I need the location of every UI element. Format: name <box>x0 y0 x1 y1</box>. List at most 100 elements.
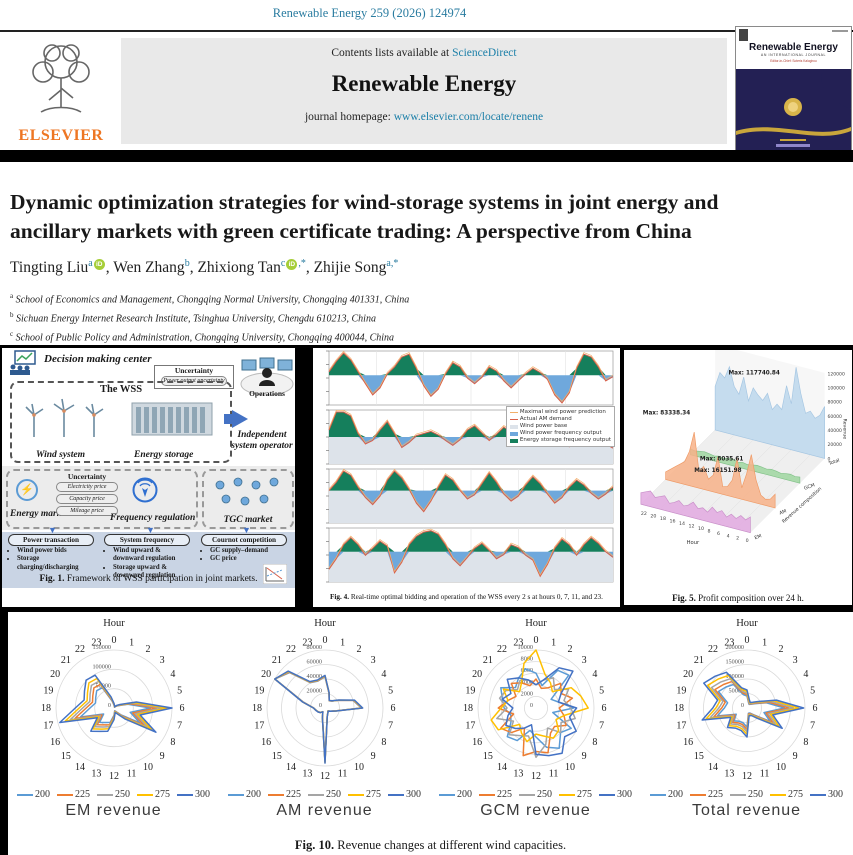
svg-text:40000: 40000 <box>827 428 842 434</box>
legend-line-swatch <box>770 793 786 796</box>
price-uncertainty-list: Uncertainty Electricity price Capacity p… <box>50 472 124 518</box>
svg-text:23: 23 <box>724 637 734 648</box>
svg-text:12: 12 <box>531 771 541 782</box>
svg-text:18: 18 <box>674 703 684 714</box>
svg-text:3: 3 <box>793 655 798 666</box>
divider-bar <box>0 150 853 162</box>
journal-reference: Renewable Energy 259 (2026) 124974 <box>272 6 467 20</box>
svg-text:4: 4 <box>727 533 730 539</box>
author: Zhijie SongaiD,* <box>313 258 399 277</box>
svg-text:12: 12 <box>688 523 694 529</box>
capacity-legend-item: 275 <box>348 789 381 800</box>
svg-text:100000: 100000 <box>827 386 844 392</box>
svg-text:15: 15 <box>483 751 493 762</box>
legend-line-swatch <box>519 793 535 796</box>
capacity-legend-item: 275 <box>559 789 592 800</box>
homepage-line: journal homepage: www.elsevier.com/locat… <box>304 111 544 123</box>
svg-text:18: 18 <box>252 703 262 714</box>
orcid-icon[interactable]: iD <box>286 259 298 270</box>
capacity-legend-item: 225 <box>479 789 512 800</box>
svg-text:0: 0 <box>319 702 322 709</box>
energy-storage-label: Energy storage <box>134 450 194 460</box>
capacity-legend: 200 225 250 275 300 <box>8 789 219 800</box>
affiliation: c School of Public Policy and Administra… <box>10 329 395 344</box>
elsevier-logo: ELSEVIER <box>6 38 116 146</box>
svg-text:14: 14 <box>286 762 296 773</box>
cover-editor: Editor-in-Chief: Soteris Kalogirou <box>770 59 817 63</box>
svg-text:7: 7 <box>388 721 393 732</box>
capacity-legend-item: 200 <box>439 789 472 800</box>
journal-cover-thumbnail: Renewable Energy AN INTERNATIONAL JOURNA… <box>735 26 852 156</box>
svg-text:4: 4 <box>170 669 175 680</box>
legend-line-swatch <box>559 793 575 796</box>
svg-text:3: 3 <box>371 655 376 666</box>
svg-text:17: 17 <box>465 721 475 732</box>
figure-10: 0 1 2 3 4 5 6 7 8 9 10 11 12 13 14 15 16 17 18 19 20 21 22 23 Ho… <box>8 612 853 855</box>
svg-text:4: 4 <box>803 669 808 680</box>
capacity-legend-item: 200 <box>650 789 683 800</box>
svg-text:150000: 150000 <box>92 644 111 651</box>
svg-text:10: 10 <box>776 762 786 773</box>
total-revenue-polar: 0 1234567891011121314151617181920212223Ho… <box>674 618 818 782</box>
svg-text:0: 0 <box>746 538 749 544</box>
svg-text:5: 5 <box>599 685 604 696</box>
tgc-molecules-icon <box>215 477 279 506</box>
svg-text:10: 10 <box>143 762 153 773</box>
svg-text:2: 2 <box>568 644 573 655</box>
top-strip: Renewable Energy 259 (2026) 124974 <box>0 0 853 30</box>
wind-turbines-icon <box>25 398 104 437</box>
svg-text:16: 16 <box>669 518 675 524</box>
svg-text:120000: 120000 <box>827 371 844 377</box>
outcomes-band: ▼ ▼ ▼ Power transaction Wind power bids … <box>2 525 295 588</box>
cover-title: Renewable Energy <box>749 42 838 53</box>
svg-text:17: 17 <box>43 721 53 732</box>
homepage-link[interactable]: www.elsevier.com/locate/renene <box>393 111 544 123</box>
svg-text:19: 19 <box>465 685 475 696</box>
sciencedirect-link[interactable]: ScienceDirect <box>452 47 517 59</box>
svg-text:14: 14 <box>75 762 85 773</box>
svg-text:14: 14 <box>497 762 507 773</box>
fig4-legend-item: Energy storage frequency output <box>509 437 611 444</box>
power-transaction-box: Power transaction Wind power bids Storag… <box>5 534 97 586</box>
svg-text:23: 23 <box>302 637 312 648</box>
cover-logo <box>739 29 748 41</box>
svg-text:8: 8 <box>381 737 386 748</box>
svg-text:10: 10 <box>698 526 704 532</box>
svg-text:2: 2 <box>357 644 362 655</box>
capacity-legend-item: 200 <box>228 789 261 800</box>
flow-arrow <box>224 414 234 424</box>
svg-text:17: 17 <box>254 721 264 732</box>
svg-text:13: 13 <box>724 769 734 780</box>
capacity-legend: 200 225 250 275 300 <box>219 789 430 800</box>
orcid-icon[interactable]: iD <box>93 259 105 270</box>
gcm-revenue-chart: 0 1 2 3 4 5 6 7 8 9 10 11 12 13 14 15 16 17 18 19 20 21 22 23 Ho… <box>430 616 641 820</box>
energy-market-icon: ⚡ <box>16 479 38 501</box>
svg-text:20000: 20000 <box>827 442 842 448</box>
svg-text:8: 8 <box>803 737 808 748</box>
svg-text:18: 18 <box>41 703 51 714</box>
figure-1-caption: Fig. 1. Framework of WSS participation i… <box>39 574 258 584</box>
svg-text:0: 0 <box>530 702 533 709</box>
legend-line-swatch <box>97 793 113 796</box>
svg-text:14: 14 <box>679 521 685 527</box>
legend-line-swatch <box>730 793 746 796</box>
article-title: Dynamic optimization strategies for wind… <box>10 190 719 243</box>
capacity-legend-item: 225 <box>690 789 723 800</box>
fig4-legend-item: Wind power frequency output <box>509 430 611 437</box>
markets-band: ⚡ Energy market Uncertainty Electricity … <box>2 466 295 530</box>
svg-text:40000: 40000 <box>307 673 322 680</box>
svg-text:21: 21 <box>694 655 704 666</box>
svg-text:Hour: Hour <box>314 618 336 629</box>
figure-5: 22 20 18 16 14 12 10 8 6 4 2 0 Hour 0 20000 40000 60000 8… <box>624 344 852 605</box>
legend-line-swatch <box>228 793 244 796</box>
svg-text:7: 7 <box>810 721 815 732</box>
svg-text:22: 22 <box>75 644 85 655</box>
mileage-price-oval: Mileage price <box>56 506 118 516</box>
svg-text:6: 6 <box>180 703 185 714</box>
legend-line-swatch <box>348 793 364 796</box>
frequency-regulation-icon <box>132 477 158 503</box>
svg-text:13: 13 <box>513 769 523 780</box>
svg-text:1: 1 <box>762 637 767 648</box>
svg-text:21: 21 <box>272 655 282 666</box>
